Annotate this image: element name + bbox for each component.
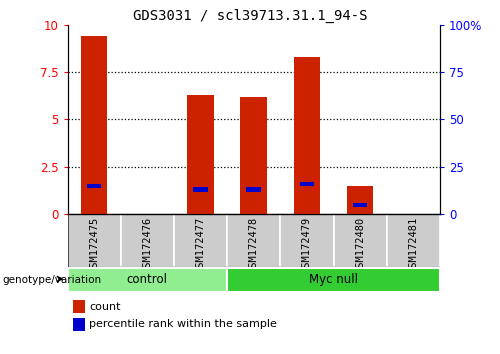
Bar <box>246 188 261 192</box>
Bar <box>227 214 280 267</box>
Text: GSM172477: GSM172477 <box>196 217 205 273</box>
Bar <box>387 214 440 267</box>
Bar <box>353 202 368 207</box>
Text: GDS3031 / scl39713.31.1_94-S: GDS3031 / scl39713.31.1_94-S <box>133 9 367 23</box>
Bar <box>227 268 440 292</box>
Bar <box>280 214 334 267</box>
Bar <box>240 97 267 214</box>
Bar <box>300 182 314 186</box>
Text: GSM172480: GSM172480 <box>355 217 365 273</box>
Bar <box>294 57 320 214</box>
Bar <box>347 186 374 214</box>
Text: GSM172475: GSM172475 <box>89 217 99 273</box>
Text: control: control <box>127 273 168 286</box>
Text: GSM172476: GSM172476 <box>142 217 152 273</box>
Text: genotype/variation: genotype/variation <box>2 275 102 285</box>
Text: GSM172481: GSM172481 <box>408 217 418 273</box>
Bar <box>68 214 120 267</box>
Bar <box>174 214 227 267</box>
Bar <box>81 36 108 214</box>
Text: Myc null: Myc null <box>309 273 358 286</box>
Bar <box>193 188 208 192</box>
Text: percentile rank within the sample: percentile rank within the sample <box>89 319 277 329</box>
Bar <box>87 184 102 188</box>
Text: GSM172479: GSM172479 <box>302 217 312 273</box>
Bar <box>68 268 227 292</box>
Bar <box>334 214 387 267</box>
Bar <box>120 214 174 267</box>
Text: GSM172478: GSM172478 <box>248 217 259 273</box>
Bar <box>187 95 214 214</box>
Text: count: count <box>89 302 120 312</box>
